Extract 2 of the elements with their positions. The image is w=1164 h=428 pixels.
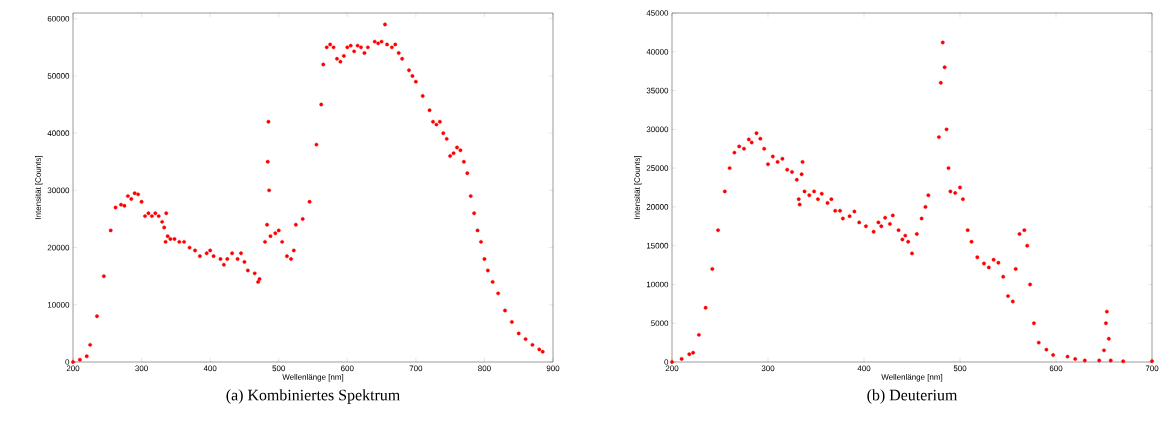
text: (a) Kombiniertes Spektrum — [226, 389, 400, 404]
text: (b) Deuterium — [867, 389, 958, 404]
